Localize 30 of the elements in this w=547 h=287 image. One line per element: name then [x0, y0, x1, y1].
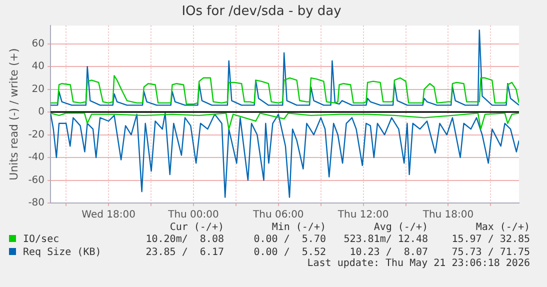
- text: 23.85 / 6.17: [144, 246, 224, 259]
- text: 15.97 / 32.85: [450, 233, 530, 246]
- text: Avg (-/+): [372, 222, 428, 233]
- y-tick-label: -60: [28, 174, 45, 186]
- y-tick-label: 0: [38, 106, 45, 118]
- y-tick-label: 40: [32, 61, 45, 72]
- y-tick-label: -80: [28, 198, 45, 209]
- text: 0.00 / 5.52: [252, 246, 326, 258]
- text: 10.20m/ 8.08: [144, 233, 224, 246]
- y-tick-label: -40: [28, 152, 45, 164]
- x-tick-label: Thu 00:00: [167, 210, 219, 221]
- y-tick-label: 60: [32, 38, 45, 50]
- x-tick-label: Wed 18:00: [82, 210, 136, 221]
- legend-label: Req Size (KB): [22, 246, 102, 259]
- text: 0.00 / 5.70: [252, 233, 326, 246]
- text: Max (-/+): [474, 222, 530, 233]
- text: 75.73 / 71.75: [450, 246, 530, 258]
- x-tick-label: Thu 06:00: [252, 210, 304, 221]
- x-tick-label: Thu 12:00: [336, 210, 389, 221]
- text: 523.81m/ 12.48: [342, 233, 428, 246]
- text: 10.23 / 8.07: [348, 246, 428, 258]
- text: Last update: Thu May 21 23:06:18 2026: [307, 258, 530, 269]
- y-axis-title: Units read (-) / write (+): [7, 48, 20, 180]
- y-tick-label: 20: [32, 84, 45, 95]
- text: Cur (-/+): [168, 222, 224, 233]
- x-tick-label: Thu 18:00: [422, 210, 474, 221]
- chart-title: IOs for /dev/sda - by day: [182, 4, 342, 20]
- legend-label: IO/sec: [22, 233, 60, 246]
- text: Min (-/+): [270, 222, 326, 233]
- y-tick-label: -20: [28, 129, 45, 140]
